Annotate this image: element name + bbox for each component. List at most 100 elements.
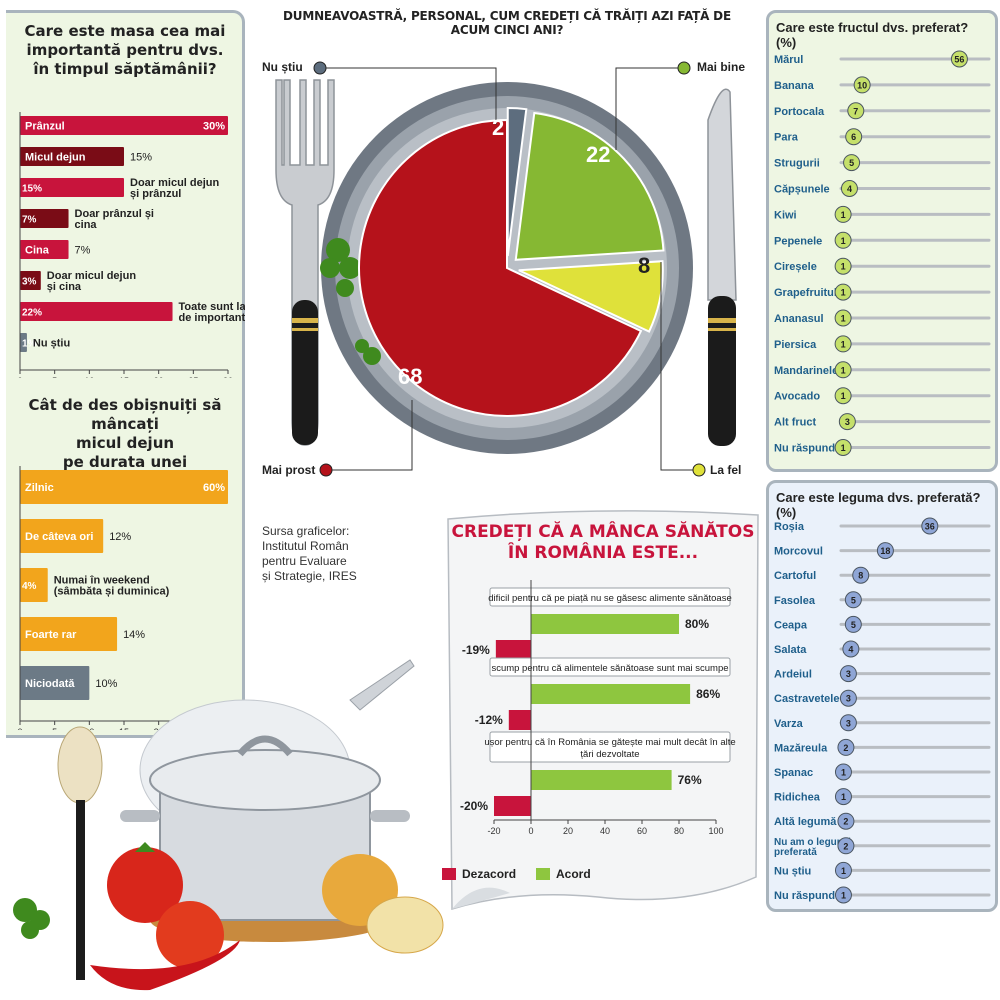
bar	[20, 209, 69, 228]
value-label: 8	[858, 571, 863, 581]
meal-chart-title: Care este masa cea mai importantă pentru…	[24, 22, 226, 78]
category-label: Cireșele	[774, 261, 817, 273]
category-label: Nu știu	[774, 865, 811, 877]
category-label: și cina	[47, 281, 82, 293]
value-bubble	[847, 102, 865, 120]
value-bubble	[834, 283, 852, 301]
category-label: Micul dejun	[25, 152, 86, 164]
meal-chart: Prânzul 30% Micul dejun 15% 15% Doar micul de…	[17, 112, 245, 378]
value-label: 36	[925, 522, 935, 532]
value-bubble	[834, 361, 852, 379]
value-bubble	[834, 257, 852, 275]
value-bubble	[852, 566, 870, 584]
x-tick-label: 5	[52, 727, 57, 730]
category-label: Doar micul dejun	[130, 177, 220, 189]
bar-dezacord	[495, 640, 531, 660]
category-label: Altă legumă	[774, 816, 837, 828]
value-label: 5	[851, 620, 856, 630]
value-label: 3%	[22, 277, 37, 288]
bar	[20, 147, 124, 166]
x-tick-label: -20	[487, 826, 500, 836]
value-label: 2	[843, 841, 848, 851]
pie-label-la-fel: La fel	[710, 463, 742, 477]
x-tick-label: 0	[528, 826, 533, 836]
pepper-icon	[90, 940, 240, 991]
value-label: 2	[843, 743, 848, 753]
value-label: 18	[880, 546, 890, 556]
value-label: 80%	[685, 617, 709, 631]
value-label: -20%	[460, 799, 488, 813]
x-tick-label: 80	[674, 826, 684, 836]
bar-acord	[531, 614, 679, 634]
value-label: 1	[841, 236, 846, 246]
legend-label: Acord	[556, 867, 591, 881]
bar	[20, 519, 104, 553]
value-label: 7	[853, 106, 858, 116]
bar	[20, 178, 124, 197]
legend-swatch-dezacord	[442, 868, 456, 880]
category-label: Strugurii	[774, 158, 820, 170]
value-bubble	[837, 738, 855, 756]
value-bubble	[844, 615, 862, 633]
category-label: Căpșunele	[774, 184, 830, 196]
category-label: Grapefruitul	[774, 287, 837, 299]
value-label: 3	[846, 669, 851, 679]
value-label: 3	[846, 718, 851, 728]
value-bubble	[843, 154, 861, 172]
statement-box	[489, 657, 731, 677]
veg-chart: Roșia 36 Morcovul 18 Cartoful 8 Fasolea 5 Ceapa 5…	[774, 517, 991, 904]
category-label: Para	[774, 132, 799, 144]
value-label: 4	[847, 184, 852, 194]
category-label: Ceapa	[774, 619, 808, 631]
value-label: 1	[841, 365, 846, 375]
category-label: Foarte rar	[25, 629, 77, 641]
food-illustration	[13, 659, 444, 991]
x-tick-label: 5	[52, 376, 57, 378]
value-label: 4	[848, 645, 853, 655]
pie-label-mai-bine: Mai bine	[697, 60, 746, 74]
x-tick-label: 0	[17, 727, 22, 730]
bar-dezacord	[508, 710, 531, 730]
value-label: 1	[841, 262, 846, 272]
value-bubble	[950, 50, 968, 68]
category-label: Piersica	[774, 339, 817, 351]
pie-value-nu-stiu: 2	[492, 115, 505, 140]
value-label: 76%	[678, 773, 702, 787]
value-label: 1	[841, 443, 846, 453]
category-label: Avocado	[774, 391, 820, 403]
value-label: 7%	[75, 245, 91, 257]
fruit-chart: Mărul 56 Banana 10 Portocala 7 Para 6 Strugurii 5…	[774, 50, 991, 456]
fruit-chart-title: Care este fructul dvs. preferat? (%)	[776, 20, 969, 50]
category-label: cina	[75, 219, 98, 231]
statement-text: țări dezvoltate	[580, 749, 639, 760]
x-tick-label: 20	[154, 376, 164, 378]
value-label: 5	[849, 158, 854, 168]
source-note: Sursa graficelor: Institutul Român pentr…	[262, 524, 357, 583]
value-bubble	[834, 205, 852, 223]
pie-value-la-fel: 8	[638, 253, 651, 278]
value-bubble	[834, 886, 852, 904]
legend-label: Dezacord	[462, 867, 516, 881]
x-tick-label: 60	[637, 826, 647, 836]
category-label: preferată	[774, 847, 817, 858]
bar	[20, 666, 90, 700]
value-label: 15%	[130, 152, 152, 164]
value-bubble	[834, 861, 852, 879]
value-label: 14%	[123, 629, 145, 641]
bar-acord	[531, 684, 691, 704]
value-label: 60%	[203, 482, 225, 494]
value-label: 3	[846, 694, 851, 704]
value-bubble	[845, 128, 863, 146]
knife-icon	[707, 88, 737, 446]
value-label: 3	[845, 417, 850, 427]
value-label: 1	[841, 391, 846, 401]
value-label: 15%	[22, 184, 42, 195]
value-label: -12%	[475, 713, 503, 727]
category-label: Pepenele	[774, 235, 822, 247]
category-label: Nu am o legumă	[774, 837, 852, 848]
bar	[20, 302, 173, 321]
pie-chart-title: DUMNEAVOASTRĂ, PERSONAL, CUM CREDEȚI CĂ …	[283, 9, 731, 37]
category-label: Mărul	[774, 54, 803, 66]
x-tick-label: 0	[17, 376, 22, 378]
